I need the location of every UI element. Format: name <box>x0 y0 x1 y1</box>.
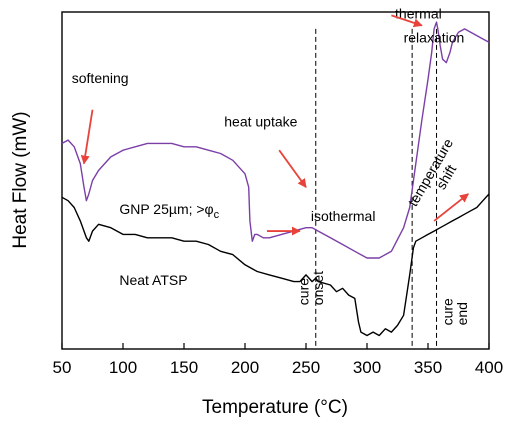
annotation-label: cure <box>295 278 311 305</box>
series-label: Neat ATSP <box>119 272 187 288</box>
x-tick-label: 300 <box>353 358 381 377</box>
annotation-label: thermal <box>395 6 442 22</box>
annotation-label: softening <box>72 70 129 86</box>
annotation-label: cure <box>439 298 455 325</box>
x-tick-label: 250 <box>292 358 320 377</box>
annotation-label: relaxation <box>404 29 465 45</box>
annotation-arrow <box>433 193 469 222</box>
x-axis-title: Temperature (°C) <box>202 397 348 418</box>
series-line-0 <box>61 21 490 259</box>
annotation-arrow <box>80 109 94 165</box>
x-tick-label: 150 <box>170 358 198 377</box>
x-tick-label: 350 <box>414 358 442 377</box>
x-tick-label: 50 <box>53 358 72 377</box>
series-line-1 <box>61 193 490 337</box>
annotation-label: onset <box>310 271 326 305</box>
y-axis-title: Heat Flow (mW) <box>10 111 31 248</box>
plot-frame <box>61 11 490 350</box>
series-label: GNP 25µm; >φc <box>119 201 219 221</box>
annotation-label: end <box>454 302 470 325</box>
x-tick-label: 100 <box>109 358 137 377</box>
annotation-label: heat uptake <box>224 114 297 130</box>
annotation-arrow <box>391 14 423 28</box>
annotation-label: isothermal <box>311 208 376 224</box>
x-tick-label: 200 <box>231 358 259 377</box>
x-tick-label: 400 <box>475 358 503 377</box>
annotation-arrow <box>278 149 307 188</box>
